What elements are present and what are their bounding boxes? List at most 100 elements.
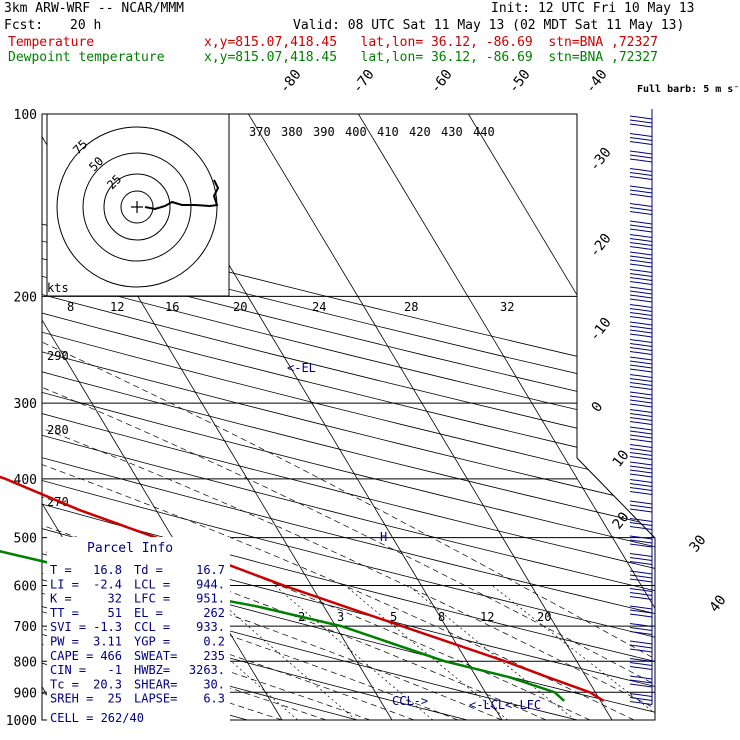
parcel-field-value: 262 [203, 606, 225, 620]
hodograph-speed-label: 8 [67, 300, 74, 314]
theta-label: 400 [345, 125, 367, 139]
wind-barb [629, 476, 653, 495]
wind-barb [629, 336, 653, 355]
dewpoint-location: x,y=815.07,418.45 lat,lon= 36.12, -86.69… [204, 50, 658, 65]
wind-barb [629, 319, 653, 338]
mixing-ratio-labels: 2 3 5 8 12 20 [298, 610, 551, 624]
dry-adiabat-line [42, 114, 655, 720]
isotherm-label: 40 [707, 592, 730, 615]
dry-adiabat-line [42, 114, 655, 720]
hodograph-ring-1 [120, 190, 154, 224]
theta-label: 280 [47, 423, 69, 437]
wind-barbs [629, 109, 653, 705]
dry-adiabat-line [42, 114, 655, 720]
mixing-ratio-label: 20 [537, 610, 551, 624]
wind-barb [629, 406, 653, 425]
parcel-field-value: 3263. [189, 663, 225, 677]
pressure-label: 900 [14, 686, 37, 701]
pressure-label: 700 [14, 620, 37, 635]
wind-barb [629, 546, 653, 565]
wind-barb [629, 214, 653, 233]
hodograph-speed-label: 16 [165, 300, 179, 314]
wind-barb [629, 511, 653, 530]
hodograph-speed-label: 20 [233, 300, 247, 314]
forecast-label: Fcst: [4, 18, 44, 33]
cell-motion: CELL = 262/40 [50, 711, 144, 725]
parcel-field-value: -1 [108, 663, 122, 677]
parcel-field-label: Td = [134, 563, 163, 577]
dewpoint-trace [0, 550, 566, 702]
wind-barb [629, 109, 653, 128]
lcl-annotation: <-LCL [469, 698, 505, 712]
parcel-field-value: 933. [196, 620, 225, 634]
wind-barb [629, 144, 653, 163]
theta-label: 370 [249, 125, 271, 139]
parcel-field-value: 6.3 [203, 692, 225, 706]
el-annotation: <-EL [287, 361, 316, 375]
isotherm-label: -10 [587, 315, 615, 345]
wind-barb [629, 126, 653, 145]
moist-adiabat-line [42, 296, 655, 720]
wind-barb [629, 686, 653, 705]
ccl-annotation: CCL-> [392, 694, 428, 708]
valid-time: Valid: 08 UTC Sat 11 May 13 (02 MDT Sat … [293, 18, 685, 33]
wind-barb [629, 564, 653, 583]
theta-label: 390 [313, 125, 335, 139]
parcel-field-value: 25 [108, 692, 122, 706]
parcel-field-label: K = [50, 592, 72, 606]
isotherm-label: -80 [277, 67, 305, 97]
isotherm-label: -30 [587, 145, 615, 175]
wind-barb [629, 371, 653, 390]
dry-adiabat-line [42, 114, 655, 720]
pressure-label: 800 [14, 655, 37, 670]
wind-barb [629, 284, 653, 303]
isotherm-label: -40 [583, 67, 611, 97]
parcel-field-label: LFC = [134, 592, 170, 606]
wind-barb [629, 179, 653, 198]
mixing-ratio-line [408, 585, 576, 720]
moist-adiabat-line [42, 296, 547, 720]
wind-barb [629, 441, 653, 460]
parcel-field-value: 944. [196, 577, 225, 591]
mixing-ratio-label: 12 [480, 610, 494, 624]
temperature-location: x,y=815.07,418.45 lat,lon= 36.12, -86.69… [204, 35, 658, 50]
parcel-field-value: 951. [196, 592, 225, 606]
parcel-info-title: Parcel Info [87, 541, 173, 556]
wind-barb [629, 494, 653, 513]
wind-barb [629, 266, 653, 285]
pressure-label: 100 [14, 108, 37, 123]
parcel-field-label: LI = [50, 577, 79, 591]
dewpoint-legend-label: Dewpoint temperature [8, 50, 165, 65]
forecast-hour: 20 h [70, 18, 102, 33]
plot-frame [41, 113, 656, 721]
wind-barb [629, 389, 653, 408]
hodograph-ring-2 [103, 173, 171, 241]
wind-barb [629, 161, 653, 180]
mixing-ratio-label: 5 [390, 610, 397, 624]
parcel-field-label: TT = [50, 606, 79, 620]
wind-barb [629, 354, 653, 373]
pressure-label: 600 [14, 580, 37, 595]
isotherm-label: 30 [687, 532, 710, 555]
dry-adiabat-line [42, 114, 655, 720]
dry-adiabat-line [42, 114, 655, 720]
wind-barb [629, 249, 653, 268]
theta-label: 410 [377, 125, 399, 139]
dry-adiabat-line [42, 114, 655, 720]
parcel-info-box: Parcel Info T = 16.8 Td = 16.7 LI = -2.4 LCL =… [47, 537, 230, 730]
barb-legend: Full barb: 5 m s⁻¹ [637, 84, 740, 95]
wind-barb [629, 616, 653, 635]
parcel-field-label: CAPE = [50, 649, 93, 663]
parcel-info-background [47, 537, 230, 730]
parcel-field-label: Tc = [50, 677, 79, 691]
hodograph-ring-3 [82, 152, 192, 262]
parcel-field-value: 466 [100, 649, 122, 663]
isotherm-label: 0 [589, 399, 607, 415]
moist-adiabat-line [42, 296, 371, 720]
parcel-field-label: PW = [50, 635, 79, 649]
wind-barb [629, 669, 653, 688]
parcel-field-label: LAPSE= [134, 692, 177, 706]
pressure-axis-labels: 100 200 300 400 500 600 700 800 900 1000 [6, 108, 37, 729]
wind-barb [629, 196, 653, 215]
